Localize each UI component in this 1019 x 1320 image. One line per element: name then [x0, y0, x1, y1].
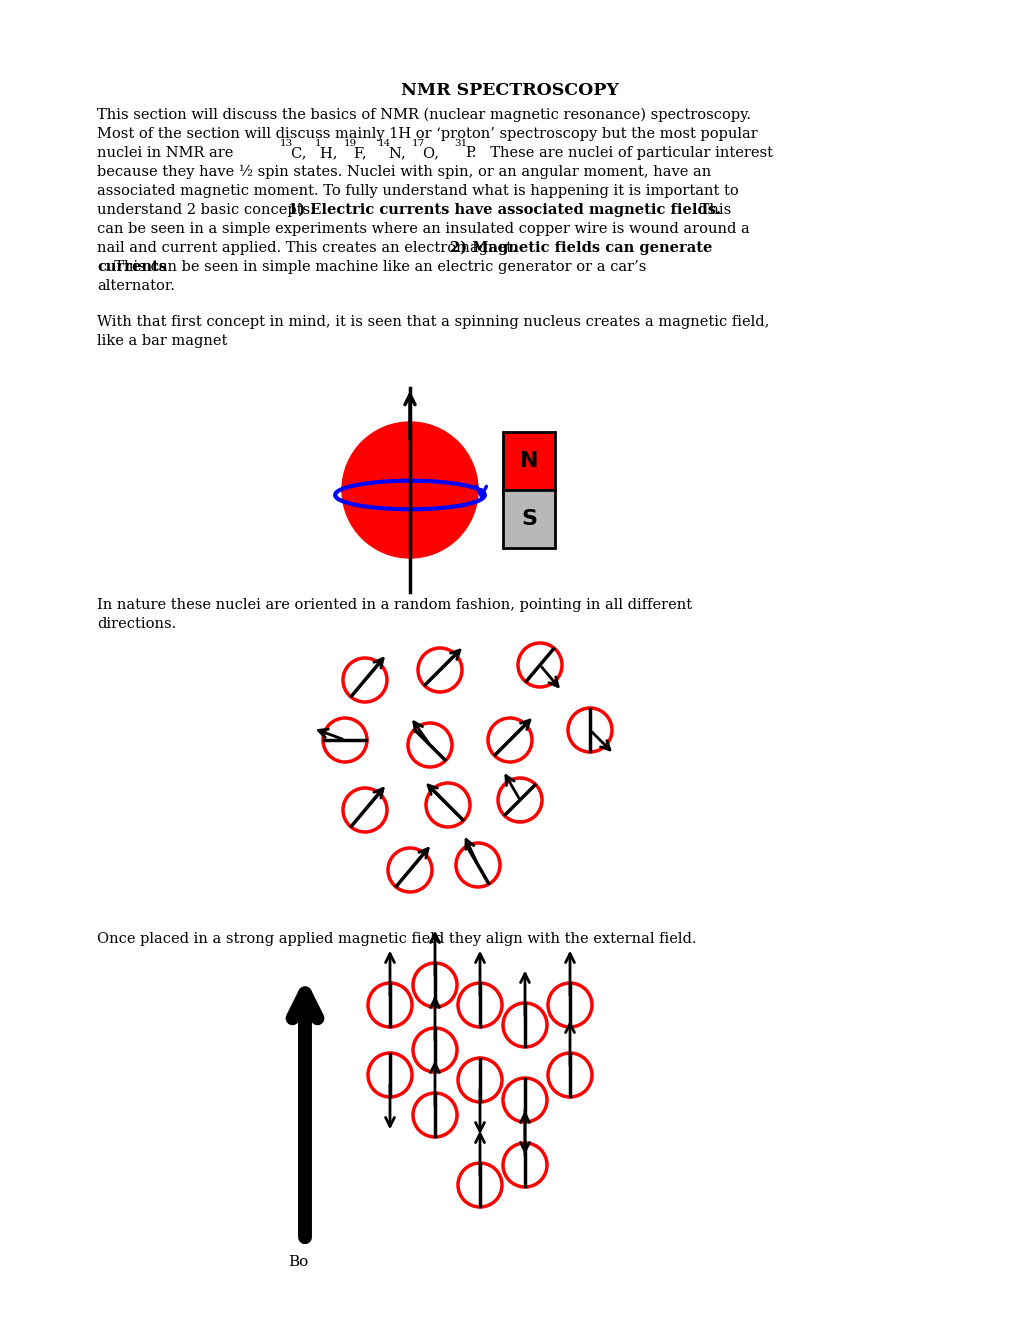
Text: Most of the section will discuss mainly 1H or ‘proton’ spectroscopy but the most: Most of the section will discuss mainly … [97, 127, 757, 141]
Text: S: S [521, 510, 536, 529]
Text: can be seen in a simple experiments where an insulated copper wire is wound arou: can be seen in a simple experiments wher… [97, 222, 749, 236]
Text: 14: 14 [377, 139, 390, 148]
Text: directions.: directions. [97, 616, 176, 631]
Text: F,: F, [354, 147, 371, 160]
Text: 1: 1 [314, 139, 321, 148]
Text: C,: C, [290, 147, 311, 160]
Bar [502, 432, 554, 490]
Text: This: This [694, 203, 731, 216]
Text: 13: 13 [280, 139, 293, 148]
Text: N,: N, [388, 147, 410, 160]
Text: These are nuclei of particular interest: These are nuclei of particular interest [480, 147, 772, 160]
Text: alternator.: alternator. [97, 279, 174, 293]
Text: In nature these nuclei are oriented in a random fashion, pointing in all differe: In nature these nuclei are oriented in a… [97, 598, 691, 612]
Text: Once placed in a strong applied magnetic field they align with the external fiel: Once placed in a strong applied magnetic… [97, 932, 696, 946]
Text: understand 2 basic concepts:: understand 2 basic concepts: [97, 203, 319, 216]
Text: because they have ½ spin states. Nuclei with spin, or an angular moment, have an: because they have ½ spin states. Nuclei … [97, 165, 710, 180]
Text: P.: P. [465, 147, 476, 160]
Text: H,: H, [320, 147, 341, 160]
Text: 31: 31 [453, 139, 467, 148]
Bar [502, 490, 554, 548]
Text: nuclei in NMR are: nuclei in NMR are [97, 147, 237, 160]
Text: 2) Magnetic fields can generate: 2) Magnetic fields can generate [449, 242, 711, 255]
Text: nail and current applied. This creates an electromagnet.: nail and current applied. This creates a… [97, 242, 521, 255]
Text: N: N [520, 451, 538, 471]
Text: NMR SPECTROSCOPY: NMR SPECTROSCOPY [400, 82, 619, 99]
Text: 17: 17 [412, 139, 425, 148]
Text: associated magnetic moment. To fully understand what is happening it is importan: associated magnetic moment. To fully und… [97, 183, 738, 198]
Circle shape [341, 422, 478, 558]
Text: like a bar magnet: like a bar magnet [97, 334, 227, 348]
Text: currents: currents [97, 260, 167, 275]
Text: 1) Electric currents have associated magnetic fields.: 1) Electric currents have associated mag… [287, 203, 720, 218]
Text: With that first concept in mind, it is seen that a spinning nucleus creates a ma: With that first concept in mind, it is s… [97, 315, 768, 329]
Text: This section will discuss the basics of NMR (nuclear magnetic resonance) spectro: This section will discuss the basics of … [97, 108, 750, 123]
Text: . This can be seen in simple machine like an electric generator or a car’s: . This can be seen in simple machine lik… [105, 260, 646, 275]
Text: O,: O, [423, 147, 448, 160]
Text: Bo: Bo [287, 1255, 308, 1269]
Text: 19: 19 [343, 139, 357, 148]
